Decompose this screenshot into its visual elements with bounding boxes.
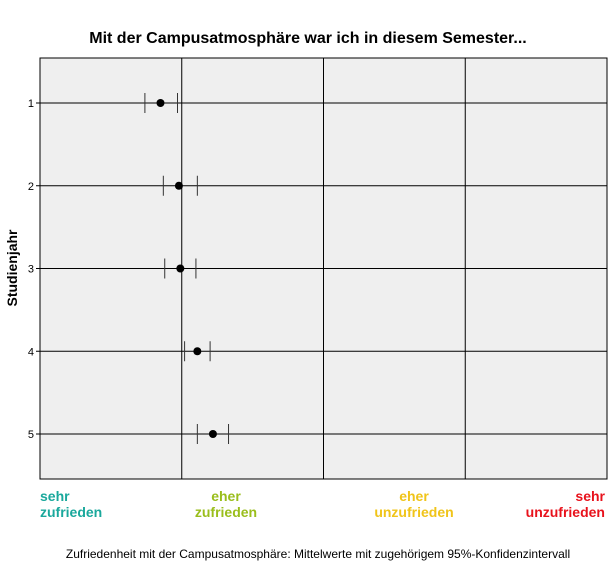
mean-point-4 bbox=[193, 347, 202, 356]
scale-label-sehr-unzufrieden: sehr unzufrieden bbox=[525, 488, 605, 520]
y-tick-label-1: 1 bbox=[28, 98, 34, 110]
mean-point-1 bbox=[156, 99, 165, 107]
y-tick-label-4: 4 bbox=[28, 346, 34, 358]
mean-point-3 bbox=[176, 264, 185, 273]
y-tick-label-2: 2 bbox=[28, 181, 34, 193]
scale-label-sehr-zufrieden: sehr zufrieden bbox=[40, 488, 103, 520]
y-axis-label: Studienjahr bbox=[4, 229, 20, 307]
chart-title: Mit der Campusatmosphäre war ich in dies… bbox=[89, 30, 527, 47]
y-tick-label-5: 5 bbox=[28, 429, 34, 441]
mean-point-5 bbox=[208, 430, 217, 438]
scale-label-eher-zufrieden: eher zufrieden bbox=[194, 488, 258, 520]
mean-point-2 bbox=[174, 181, 183, 190]
x-axis-caption: Zufriedenheit mit der Campusatmosphäre: … bbox=[65, 547, 571, 561]
y-tick-label-3: 3 bbox=[28, 264, 34, 276]
scale-label-eher-unzufrieden: eher unzufrieden bbox=[374, 488, 454, 520]
